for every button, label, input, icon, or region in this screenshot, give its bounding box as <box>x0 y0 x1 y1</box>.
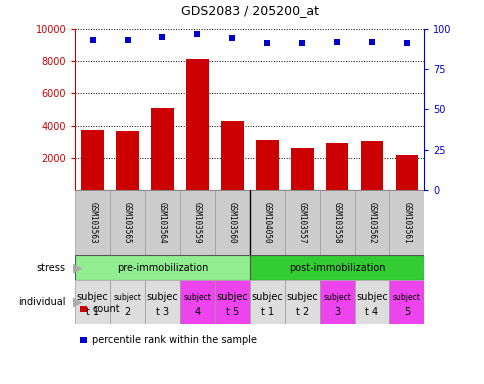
Text: GSM103563: GSM103563 <box>88 202 97 243</box>
Bar <box>290 148 313 190</box>
Bar <box>256 140 278 190</box>
Point <box>367 39 375 45</box>
Bar <box>284 190 319 255</box>
Text: ▶: ▶ <box>73 296 82 309</box>
Text: t 1: t 1 <box>86 307 99 317</box>
Bar <box>221 121 243 190</box>
Bar <box>145 280 180 324</box>
Text: GSM103562: GSM103562 <box>367 202 376 243</box>
Point <box>298 40 305 46</box>
Text: individual: individual <box>18 297 65 308</box>
Text: subject: subject <box>392 293 420 301</box>
Bar <box>325 142 348 190</box>
Text: subjec: subjec <box>216 292 248 302</box>
Text: subject: subject <box>183 293 211 301</box>
Bar <box>389 190 424 255</box>
Bar <box>249 190 284 255</box>
Text: GSM103564: GSM103564 <box>158 202 166 243</box>
Text: t 1: t 1 <box>260 307 273 317</box>
Text: subjec: subjec <box>76 292 108 302</box>
Point <box>123 37 131 43</box>
Text: GSM104050: GSM104050 <box>262 202 271 243</box>
Point <box>193 31 201 37</box>
Text: subjec: subjec <box>286 292 318 302</box>
Text: subject: subject <box>113 293 141 301</box>
Point <box>228 35 236 41</box>
Bar <box>360 141 382 190</box>
Point <box>333 39 340 45</box>
Bar <box>180 190 214 255</box>
Bar <box>284 280 319 324</box>
Bar <box>354 190 389 255</box>
Bar <box>75 190 110 255</box>
Point <box>263 40 271 46</box>
Bar <box>145 190 180 255</box>
Text: 3: 3 <box>333 307 339 317</box>
Text: t 3: t 3 <box>155 307 169 317</box>
Text: GSM103559: GSM103559 <box>193 202 201 243</box>
Bar <box>186 60 208 190</box>
Text: GDS2083 / 205200_at: GDS2083 / 205200_at <box>181 4 318 17</box>
Point <box>158 34 166 40</box>
Bar <box>110 280 145 324</box>
Text: 2: 2 <box>124 307 130 317</box>
Bar <box>81 129 104 190</box>
Text: t 2: t 2 <box>295 307 308 317</box>
Text: GSM103561: GSM103561 <box>402 202 410 243</box>
Text: post-immobilization: post-immobilization <box>288 263 384 273</box>
Bar <box>75 255 249 280</box>
Bar <box>389 280 424 324</box>
Bar <box>116 131 138 190</box>
Bar <box>180 280 214 324</box>
Bar <box>395 155 417 190</box>
Text: stress: stress <box>36 263 65 273</box>
Text: count: count <box>92 304 120 314</box>
Bar <box>214 190 249 255</box>
Text: subjec: subjec <box>251 292 283 302</box>
Text: GSM103560: GSM103560 <box>227 202 236 243</box>
Bar <box>151 108 173 190</box>
Bar <box>249 280 284 324</box>
Text: subject: subject <box>322 293 350 301</box>
Text: pre-immobilization: pre-immobilization <box>117 263 208 273</box>
Text: GSM103557: GSM103557 <box>297 202 306 243</box>
Text: t 5: t 5 <box>225 307 239 317</box>
Bar <box>319 280 354 324</box>
Text: GSM103565: GSM103565 <box>123 202 132 243</box>
Bar <box>110 190 145 255</box>
Point <box>89 37 96 43</box>
Bar <box>249 255 424 280</box>
Text: t 4: t 4 <box>364 307 378 317</box>
Text: subjec: subjec <box>146 292 178 302</box>
Text: subjec: subjec <box>355 292 387 302</box>
Bar <box>214 280 249 324</box>
Text: ▶: ▶ <box>73 262 82 274</box>
Text: percentile rank within the sample: percentile rank within the sample <box>92 335 257 345</box>
Text: 4: 4 <box>194 307 200 317</box>
Bar <box>319 190 354 255</box>
Point <box>402 40 410 46</box>
Bar <box>354 280 389 324</box>
Bar <box>75 280 110 324</box>
Text: GSM103558: GSM103558 <box>332 202 341 243</box>
Text: 5: 5 <box>403 307 409 317</box>
